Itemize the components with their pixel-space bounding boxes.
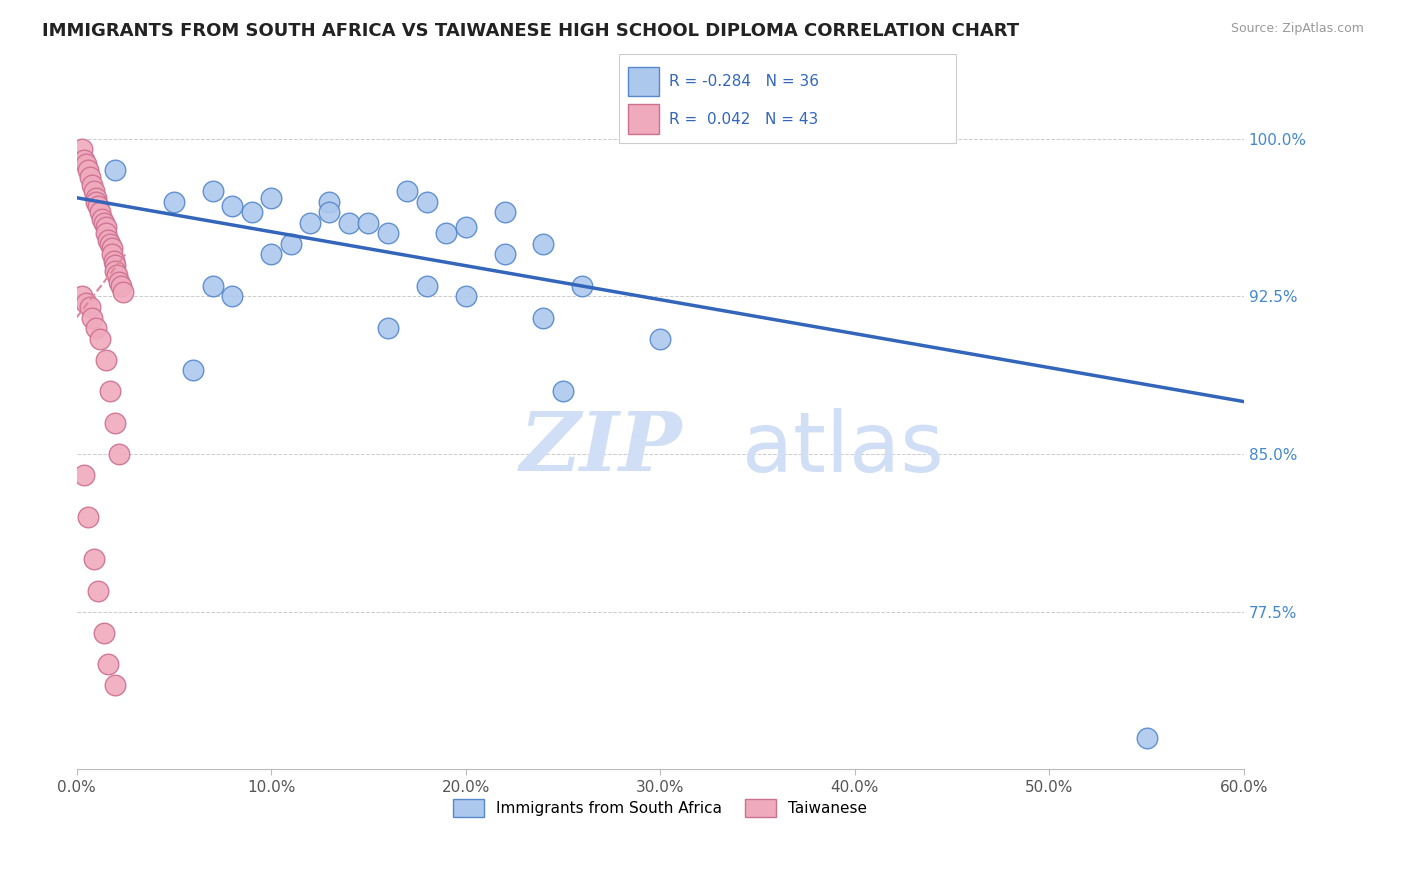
Point <box>84 191 107 205</box>
Point <box>93 216 115 230</box>
Point <box>77 510 100 524</box>
Point <box>107 268 129 283</box>
Point <box>260 191 283 205</box>
Point <box>100 247 122 261</box>
Point <box>396 185 419 199</box>
Point <box>1135 731 1157 745</box>
Point <box>533 310 555 325</box>
Point <box>260 247 283 261</box>
Point <box>89 332 111 346</box>
Point <box>434 227 457 241</box>
Point <box>416 194 439 209</box>
Point <box>82 310 104 325</box>
Point <box>551 384 574 398</box>
Point <box>318 194 340 209</box>
Point <box>79 300 101 314</box>
Text: R = -0.284   N = 36: R = -0.284 N = 36 <box>669 74 820 89</box>
Point <box>97 233 120 247</box>
Point <box>318 205 340 219</box>
Point <box>337 216 360 230</box>
Point <box>201 185 224 199</box>
Point <box>494 205 516 219</box>
Point <box>108 447 131 461</box>
Point <box>93 625 115 640</box>
Point <box>454 289 477 303</box>
Point <box>240 205 263 219</box>
Point <box>221 199 243 213</box>
Point <box>90 211 112 226</box>
Point <box>79 169 101 184</box>
Point <box>83 185 105 199</box>
Point <box>650 332 672 346</box>
Point <box>377 227 399 241</box>
Text: Source: ZipAtlas.com: Source: ZipAtlas.com <box>1230 22 1364 36</box>
Point <box>89 205 111 219</box>
Point <box>94 352 117 367</box>
Point <box>221 289 243 303</box>
Point <box>72 289 94 303</box>
Point <box>533 237 555 252</box>
Point <box>77 163 100 178</box>
Point <box>104 678 127 692</box>
Point <box>98 384 121 398</box>
Point <box>454 220 477 235</box>
Point <box>103 253 125 268</box>
Point <box>84 194 107 209</box>
Point <box>201 279 224 293</box>
Point <box>298 216 321 230</box>
Point <box>75 157 97 171</box>
Point <box>104 163 127 178</box>
Point <box>72 142 94 156</box>
Point <box>571 279 593 293</box>
Text: ZIP: ZIP <box>520 409 683 488</box>
Point <box>94 220 117 235</box>
Point <box>416 279 439 293</box>
Point <box>98 237 121 252</box>
Point <box>87 583 110 598</box>
Point <box>97 657 120 672</box>
Point <box>181 363 204 377</box>
Text: R =  0.042   N = 43: R = 0.042 N = 43 <box>669 112 818 127</box>
Point <box>104 264 127 278</box>
Point <box>87 199 110 213</box>
Point <box>73 468 96 483</box>
Point <box>112 285 135 300</box>
Point <box>104 258 127 272</box>
Point <box>100 241 122 255</box>
Point <box>377 321 399 335</box>
Point <box>82 178 104 193</box>
Point <box>84 321 107 335</box>
Point <box>73 153 96 167</box>
Text: atlas: atlas <box>742 408 943 489</box>
Point <box>94 227 117 241</box>
Point <box>280 237 302 252</box>
Point <box>163 194 186 209</box>
Point <box>104 416 127 430</box>
Point <box>357 216 380 230</box>
Text: IMMIGRANTS FROM SOUTH AFRICA VS TAIWANESE HIGH SCHOOL DIPLOMA CORRELATION CHART: IMMIGRANTS FROM SOUTH AFRICA VS TAIWANES… <box>42 22 1019 40</box>
Point <box>110 279 132 293</box>
Point <box>75 295 97 310</box>
Point <box>108 275 131 289</box>
Legend: Immigrants from South Africa, Taiwanese: Immigrants from South Africa, Taiwanese <box>447 793 873 823</box>
Point <box>83 552 105 566</box>
Point <box>494 247 516 261</box>
